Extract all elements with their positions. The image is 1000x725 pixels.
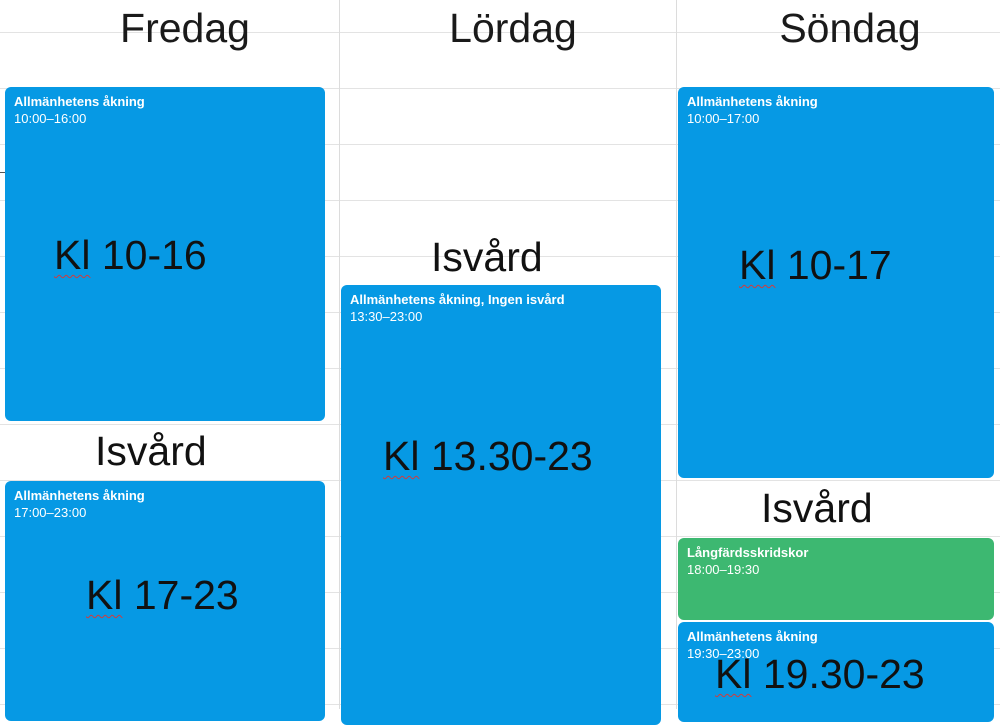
event-sat[interactable]: Allmänhetens åkning, Ingen isvård 13:30–… <box>341 285 661 725</box>
kl-label: Kl <box>715 651 752 697</box>
event-sun-evening[interactable]: Allmänhetens åkning 19:30–23:00 <box>678 622 994 722</box>
event-title: Allmänhetens åkning <box>14 488 145 503</box>
overlay-sun-isvard: Isvård <box>761 485 873 531</box>
kl-label: Kl <box>54 232 91 278</box>
overlay-sat-time: Kl 13.30-23 <box>383 432 593 480</box>
time-range: 10-17 <box>786 242 892 288</box>
event-time: 10:00–16:00 <box>14 111 87 126</box>
event-fri-evening[interactable]: Allmänhetens åkning 17:00–23:00 <box>5 481 325 721</box>
event-sun-morning[interactable]: Allmänhetens åkning 10:00–17:00 <box>678 87 994 478</box>
time-range: 10-16 <box>101 232 207 278</box>
event-title: Långfärdsskridskor <box>687 545 809 560</box>
event-time: 10:00–17:00 <box>687 111 760 126</box>
time-range: 19.30-23 <box>762 651 925 697</box>
grid-line <box>0 32 1000 33</box>
event-title: Allmänhetens åkning <box>14 94 145 109</box>
grid-line <box>0 88 1000 89</box>
hour-tick <box>0 172 5 173</box>
overlay-sun-morning-time: Kl 10-17 <box>739 241 892 289</box>
kl-label: Kl <box>86 572 123 618</box>
time-range: 13.30-23 <box>430 433 593 479</box>
event-time: 17:00–23:00 <box>14 505 87 520</box>
overlay-fri-morning-time: Kl 10-16 <box>54 231 207 279</box>
event-time: 13:30–23:00 <box>350 309 423 324</box>
event-sun-langfard[interactable]: Långfärdsskridskor 18:00–19:30 <box>678 538 994 620</box>
time-range: 17-23 <box>133 572 239 618</box>
day-header-friday: Fredag <box>120 5 250 51</box>
grid-line <box>0 144 1000 145</box>
overlay-sun-evening-time: Kl 19.30-23 <box>715 650 925 698</box>
overlay-sat-isvard: Isvård <box>431 234 543 280</box>
grid-line <box>0 256 1000 257</box>
day-header-sunday: Söndag <box>779 5 921 51</box>
event-time: 19:30–23:00 <box>687 646 760 661</box>
event-title: Allmänhetens åkning <box>687 94 818 109</box>
day-header-saturday: Lördag <box>449 5 577 51</box>
kl-label: Kl <box>383 433 420 479</box>
event-title: Allmänhetens åkning, Ingen isvård <box>350 292 565 307</box>
overlay-fri-evening-time: Kl 17-23 <box>86 571 239 619</box>
column-divider <box>676 0 677 709</box>
event-fri-morning[interactable]: Allmänhetens åkning 10:00–16:00 <box>5 87 325 421</box>
overlay-fri-isvard: Isvård <box>95 428 207 474</box>
column-divider <box>339 0 340 709</box>
event-title: Allmänhetens åkning <box>687 629 818 644</box>
grid-line <box>0 200 1000 201</box>
kl-label: Kl <box>739 242 776 288</box>
event-time: 18:00–19:30 <box>687 562 760 577</box>
